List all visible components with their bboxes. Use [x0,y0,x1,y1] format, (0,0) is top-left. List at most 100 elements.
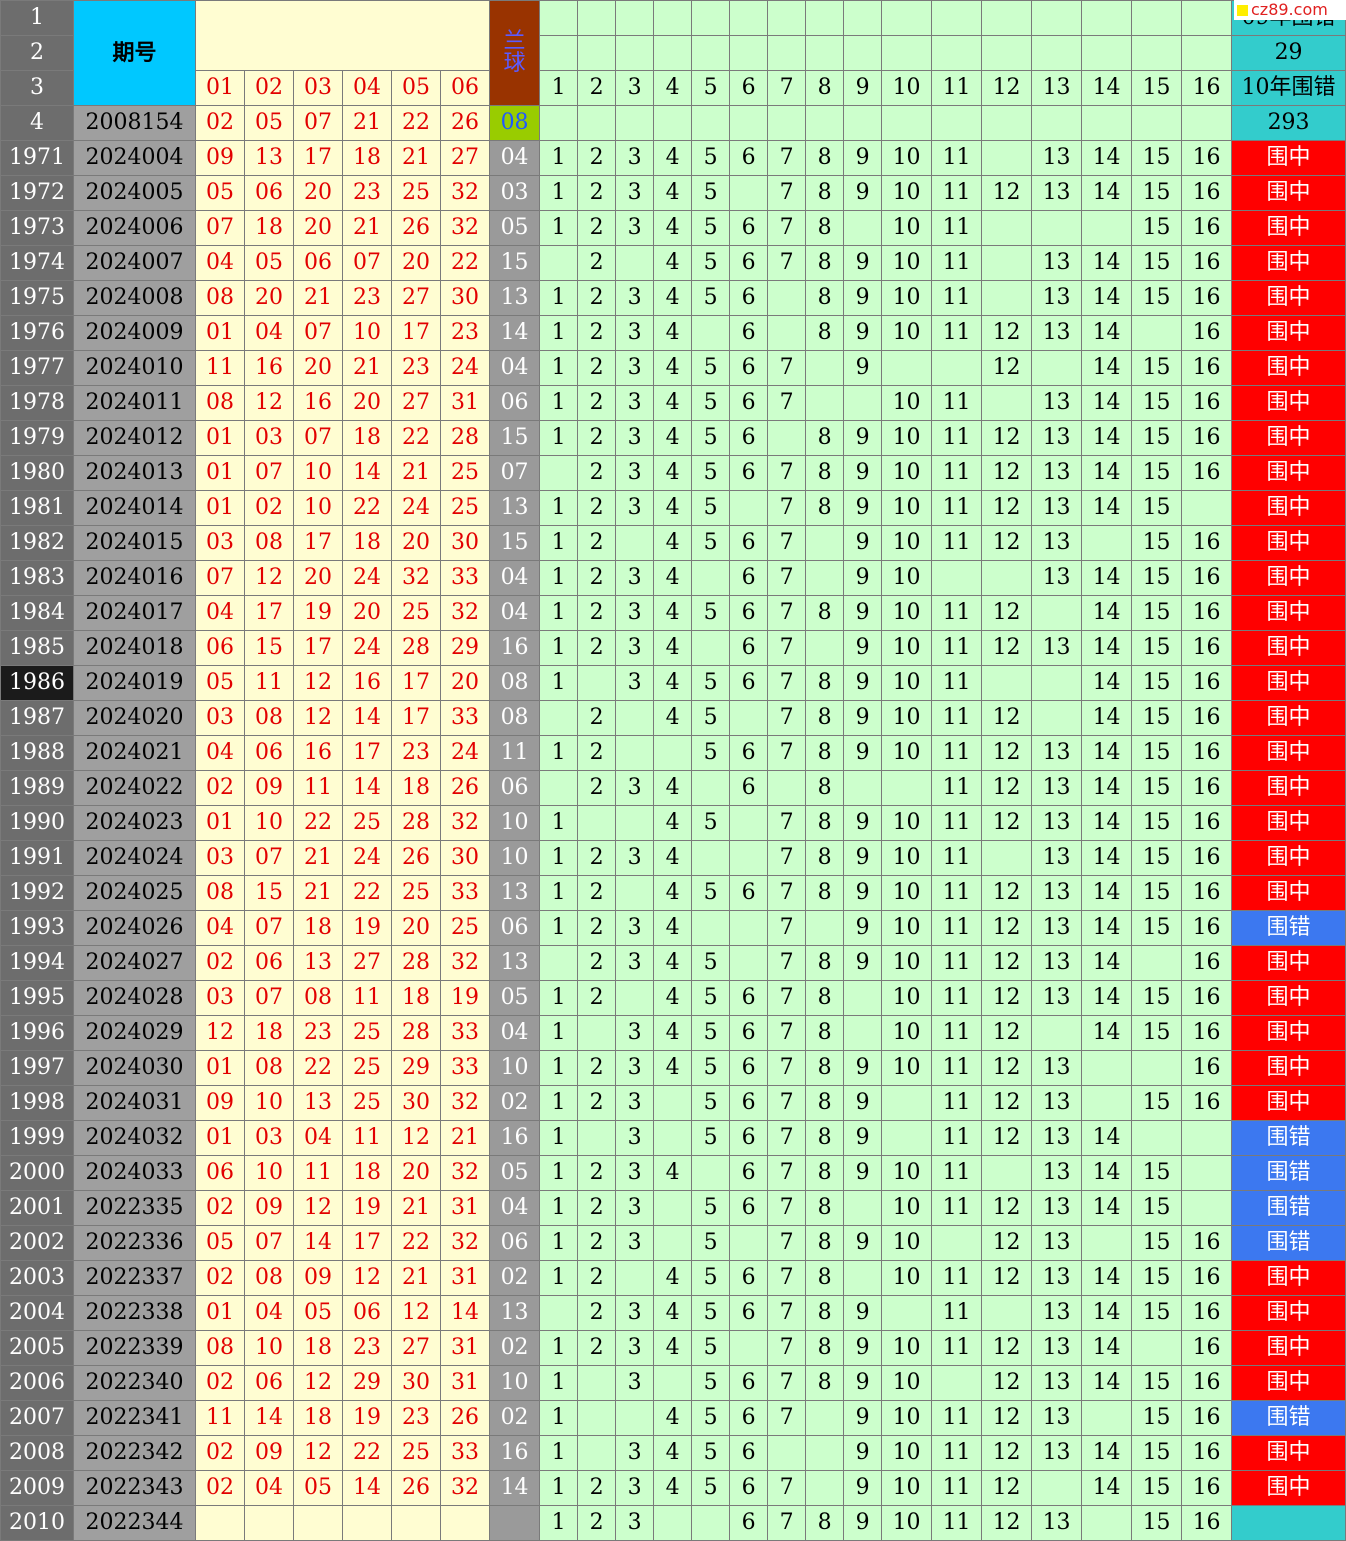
row-number[interactable]: 3 [0,70,74,106]
kill-number-cell[interactable]: 16 [1181,665,1233,701]
red-ball-cell[interactable]: 01 [195,420,245,456]
red-ball-cell[interactable]: 16 [293,385,343,421]
red-ball-cell[interactable]: 02 [195,1190,245,1226]
kill-number-cell[interactable]: 10 [881,875,933,911]
red-ball-cell[interactable]: 30 [391,1365,441,1401]
red-ball-cell[interactable]: 18 [342,420,392,456]
kill-number-cell[interactable]: 8 [805,140,845,176]
kill-number-cell[interactable]: 4 [653,280,693,316]
kill-number-cell[interactable]: 2 [577,385,617,421]
red-ball-cell[interactable]: 18 [342,525,392,561]
kill-number-cell[interactable] [577,1435,617,1471]
red-ball-cell[interactable]: 08 [195,385,245,421]
blue-ball-cell[interactable]: 06 [489,385,541,421]
kill-number-cell[interactable] [615,525,655,561]
red-ball-cell[interactable]: 18 [244,1015,294,1051]
result-status[interactable]: 围中 [1231,280,1346,316]
red-ball-cell[interactable]: 21 [293,280,343,316]
row-number[interactable]: 2003 [0,1260,74,1296]
kill-number-cell[interactable] [1031,595,1083,631]
red-ball-cell[interactable] [342,1505,392,1541]
kill-number-cell[interactable]: 2 [577,560,617,596]
kill-number-cell[interactable]: 8 [805,875,845,911]
red-ball-cell[interactable]: 07 [244,1225,294,1261]
result-status[interactable]: 围中 [1231,1330,1346,1366]
red-ball-cell[interactable]: 06 [244,735,294,771]
kill-number-cell[interactable]: 1 [539,1330,579,1366]
kill-number-cell[interactable]: 8 [805,1505,845,1541]
grid-cell[interactable] [881,105,933,141]
kill-number-cell[interactable] [729,840,769,876]
kill-number-cell[interactable] [1081,525,1133,561]
result-status[interactable]: 围中 [1231,945,1346,981]
kill-number-cell[interactable]: 13 [1031,1330,1083,1366]
kill-number-cell[interactable]: 13 [1031,1120,1083,1156]
kill-number-cell[interactable]: 10 [881,630,933,666]
kill-number-cell[interactable]: 14 [1081,630,1133,666]
red-ball-cell[interactable]: 21 [293,840,343,876]
grid-cell[interactable] [577,35,617,71]
kill-number-cell[interactable]: 3 [615,490,655,526]
kill-number-cell[interactable]: 6 [729,1505,769,1541]
red-ball-cell[interactable]: 21 [391,455,441,491]
red-ball-cell[interactable]: 11 [293,1155,343,1191]
issue-column-header[interactable]: 期号 [73,0,196,106]
kill-number-cell[interactable]: 13 [1031,245,1083,281]
kill-number-cell[interactable]: 1 [539,1470,579,1506]
red-ball-cell[interactable]: 12 [293,1365,343,1401]
issue-number[interactable]: 2024015 [73,525,196,561]
red-ball-cell[interactable]: 25 [391,1435,441,1471]
kill-number-cell[interactable]: 16 [1181,700,1233,736]
kill-number-cell[interactable]: 1 [539,140,579,176]
red-ball-cell[interactable]: 25 [342,1015,392,1051]
result-status[interactable]: 围中 [1231,875,1346,911]
kill-number-cell[interactable] [691,770,731,806]
issue-number[interactable]: 2024013 [73,455,196,491]
result-status[interactable]: 围中 [1231,1015,1346,1051]
kill-number-cell[interactable]: 3 [615,210,655,246]
red-ball-cell[interactable]: 07 [244,980,294,1016]
row-number[interactable]: 1978 [0,385,74,421]
kill-number-cell[interactable]: 3 [615,420,655,456]
kill-column-label[interactable]: 14 [1081,70,1133,106]
kill-number-cell[interactable]: 13 [1031,315,1083,351]
kill-number-cell[interactable]: 5 [691,140,731,176]
red-ball-cell[interactable]: 08 [244,525,294,561]
grid-cell[interactable] [691,0,731,36]
kill-number-cell[interactable]: 10 [881,1365,933,1401]
kill-number-cell[interactable]: 3 [615,175,655,211]
kill-number-cell[interactable]: 12 [981,1505,1033,1541]
reference-red-ball[interactable]: 07 [293,105,343,141]
kill-number-cell[interactable]: 4 [653,770,693,806]
red-ball-cell[interactable] [439,1505,491,1541]
kill-number-cell[interactable]: 7 [767,175,807,211]
grid-cell[interactable] [931,0,983,36]
kill-number-cell[interactable]: 5 [691,280,731,316]
row-number[interactable]: 1992 [0,875,74,911]
kill-number-cell[interactable]: 5 [691,1295,731,1331]
kill-number-cell[interactable]: 8 [805,770,845,806]
kill-number-cell[interactable]: 5 [691,1470,731,1506]
kill-number-cell[interactable]: 2 [577,945,617,981]
red-ball-cell[interactable]: 18 [293,1400,343,1436]
red-ball-cell[interactable]: 18 [391,770,441,806]
kill-number-cell[interactable]: 3 [615,1085,655,1121]
kill-number-cell[interactable]: 8 [805,1015,845,1051]
kill-number-cell[interactable] [539,945,579,981]
red-ball-cell[interactable]: 20 [391,245,441,281]
kill-number-cell[interactable]: 14 [1081,875,1133,911]
kill-number-cell[interactable]: 16 [1181,385,1233,421]
kill-number-cell[interactable]: 13 [1031,1260,1083,1296]
kill-number-cell[interactable]: 11 [931,1400,983,1436]
kill-number-cell[interactable] [981,1155,1033,1191]
kill-number-cell[interactable]: 9 [843,665,883,701]
kill-number-cell[interactable]: 7 [767,1400,807,1436]
kill-number-cell[interactable]: 16 [1181,910,1233,946]
result-status[interactable]: 围中 [1231,245,1346,281]
kill-number-cell[interactable]: 6 [729,385,769,421]
grid-cell[interactable] [805,105,845,141]
kill-number-cell[interactable]: 4 [653,175,693,211]
blue-ball-cell[interactable]: 08 [489,700,541,736]
kill-number-cell[interactable]: 2 [577,245,617,281]
kill-number-cell[interactable]: 15 [1131,350,1183,386]
